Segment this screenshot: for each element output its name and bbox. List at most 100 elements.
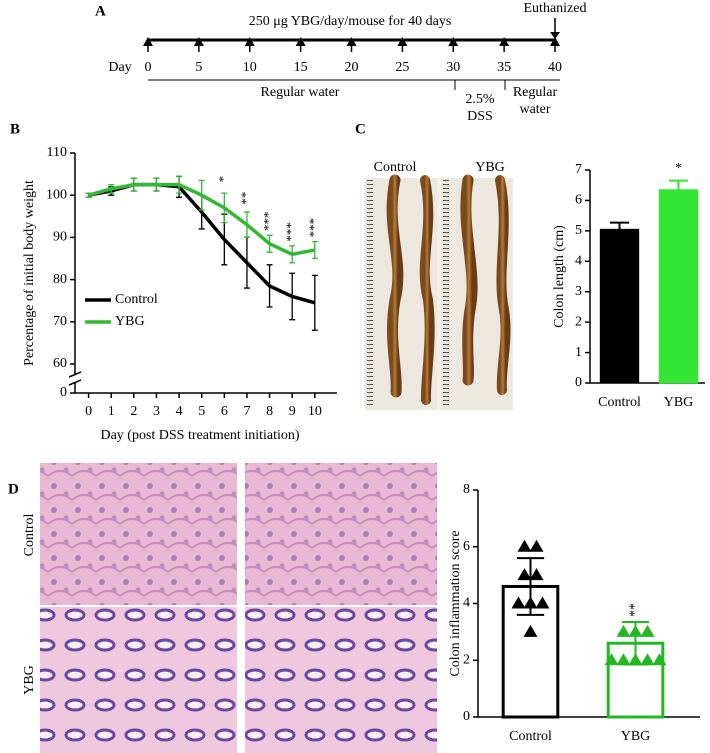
- data-point: [616, 653, 631, 666]
- y-tick-label: 7: [575, 162, 582, 177]
- data-point: [616, 624, 631, 637]
- data-point: [652, 653, 667, 666]
- legend-label: YBG: [115, 314, 145, 329]
- day-arrow: [295, 37, 306, 46]
- histology-image: [40, 607, 237, 753]
- bar: [599, 228, 640, 384]
- x-tick-label: 6: [221, 404, 228, 419]
- y-tick-label: 0: [575, 375, 582, 390]
- x-tick-label: 0: [85, 404, 92, 419]
- colon: [419, 175, 435, 405]
- y-tick-label: 3: [575, 284, 582, 299]
- bar: [606, 641, 665, 719]
- y-tick-label: 5: [575, 223, 582, 238]
- x-tick-label: 5: [198, 404, 205, 419]
- panel-label: C: [355, 121, 366, 137]
- error-bar: [609, 221, 630, 230]
- histology-image: [245, 463, 437, 605]
- x-tick-label: 10: [308, 404, 322, 419]
- data-point: [628, 653, 643, 666]
- day-arrow: [244, 37, 255, 46]
- y-tick-label: 6: [463, 539, 470, 554]
- y-tick-label: 8: [463, 482, 470, 497]
- panel-label: A: [95, 3, 106, 19]
- day-arrow: [397, 37, 408, 46]
- data-point: [523, 624, 538, 637]
- series-line: [88, 182, 316, 257]
- row-label: Control: [22, 514, 37, 557]
- legend-label: Control: [115, 292, 158, 307]
- y-axis-label: Colon inflammation score: [448, 530, 463, 676]
- phase-label: 2.5%: [465, 92, 495, 107]
- y-tick-label: 2: [575, 314, 582, 329]
- day-tick-label: 0: [145, 60, 152, 75]
- colon: [460, 174, 478, 386]
- y-tick-label: 60: [53, 356, 67, 371]
- day-tick-label: 20: [345, 60, 359, 75]
- data-point: [511, 596, 526, 609]
- data-point: [517, 568, 532, 581]
- colon: [386, 174, 404, 398]
- y-tick-label: 6: [575, 193, 582, 208]
- y-tick-label: 80: [53, 272, 67, 287]
- day-label: Day: [108, 60, 131, 75]
- day-arrow: [143, 37, 153, 46]
- significance-label: ***: [261, 212, 276, 232]
- day-tick-label: 10: [243, 60, 257, 75]
- phase-label: DSS: [467, 109, 493, 124]
- phase-label: Regular water: [261, 85, 340, 100]
- y-tick-label: 90: [53, 230, 67, 245]
- data-point: [640, 653, 655, 666]
- x-tick-label: 7: [243, 404, 250, 419]
- photo-label: Control: [374, 160, 417, 175]
- colon: [495, 175, 511, 395]
- axis-break: [68, 371, 82, 386]
- y-tick-label: 110: [47, 145, 67, 160]
- euthanize-arrowhead: [550, 32, 560, 39]
- dose-text: 250 μg YBG/day/mouse for 40 days: [249, 14, 452, 29]
- significance-label: ***: [306, 218, 321, 238]
- x-tick-label: YBG: [664, 395, 694, 410]
- day-tick-label: 35: [497, 60, 511, 75]
- panel-label: D: [8, 481, 19, 497]
- phase-label: Regular: [513, 85, 558, 100]
- y-axis-label: Percentage of initial body weight: [22, 180, 37, 366]
- y-axis-label: Colon length (cm): [552, 225, 567, 328]
- phase-label: water: [519, 102, 550, 117]
- data-point: [529, 568, 544, 581]
- x-tick-label: Control: [598, 395, 641, 410]
- bar: [501, 584, 560, 719]
- data-point: [604, 653, 619, 666]
- error-bar: [668, 179, 689, 190]
- day-arrow: [448, 37, 459, 46]
- significance-label: **: [628, 603, 643, 617]
- data-point: [628, 624, 643, 637]
- data-point: [523, 596, 538, 609]
- endpoint-label: Euthanized: [524, 1, 587, 16]
- y-tick-label: 2: [463, 652, 470, 667]
- significance-label: **: [238, 192, 253, 205]
- y-tick-label: 4: [463, 596, 470, 611]
- x-tick-label: 9: [289, 404, 296, 419]
- day-arrow: [550, 37, 560, 46]
- data-point: [535, 596, 550, 609]
- y-tick-label: 0: [60, 385, 67, 400]
- bar: [658, 189, 699, 384]
- x-tick-label: 8: [266, 404, 273, 419]
- x-tick-label: Control: [509, 729, 552, 744]
- x-tick-label: 3: [153, 404, 160, 419]
- day-tick-label: 15: [294, 60, 308, 75]
- panel-label: B: [10, 121, 20, 137]
- data-point: [640, 624, 655, 637]
- significance-label: ***: [283, 222, 298, 242]
- day-tick-label: 5: [195, 60, 202, 75]
- day-arrow: [499, 37, 510, 46]
- x-axis-label: Day (post DSS treatment initiation): [100, 428, 299, 443]
- day-tick-label: 30: [446, 60, 460, 75]
- y-tick-label: 1: [575, 345, 582, 360]
- x-tick-label: YBG: [621, 729, 651, 744]
- day-tick-label: 40: [548, 60, 562, 75]
- y-tick-label: 0: [463, 709, 470, 724]
- y-tick-label: 100: [46, 187, 67, 202]
